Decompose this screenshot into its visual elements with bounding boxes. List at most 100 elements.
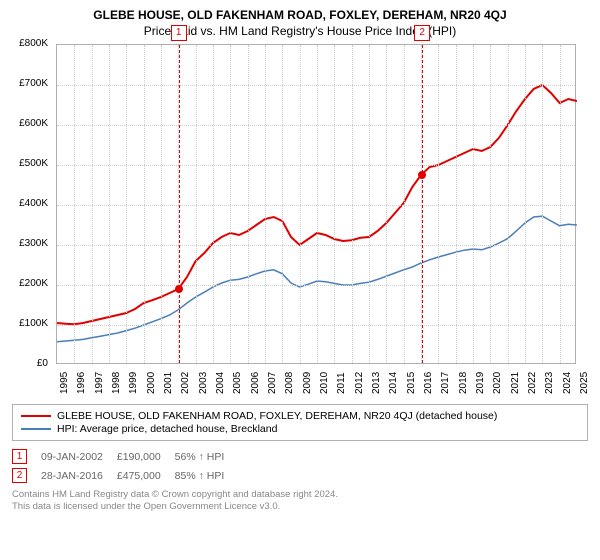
gridline-v bbox=[456, 45, 457, 363]
gridline-h bbox=[57, 165, 575, 166]
legend-swatch bbox=[21, 415, 51, 417]
gridline-v bbox=[161, 45, 162, 363]
gridline-v bbox=[213, 45, 214, 363]
x-axis-label: 2022 bbox=[527, 364, 538, 394]
x-axis-label: 2017 bbox=[440, 364, 451, 394]
x-axis-label: 2016 bbox=[423, 364, 434, 394]
legend-label: HPI: Average price, detached house, Brec… bbox=[57, 423, 277, 435]
transaction-date: 28-JAN-2016 bbox=[41, 466, 117, 485]
y-axis-label: £100K bbox=[12, 318, 48, 329]
x-axis-label: 2013 bbox=[371, 364, 382, 394]
x-axis-label: 2010 bbox=[319, 364, 330, 394]
transaction-marker: 1 bbox=[12, 449, 27, 464]
legend-swatch bbox=[21, 428, 51, 430]
x-axis-label: 2011 bbox=[336, 364, 347, 394]
gridline-v bbox=[196, 45, 197, 363]
gridline-v bbox=[560, 45, 561, 363]
y-axis-label: £0 bbox=[12, 358, 48, 369]
chart-title: GLEBE HOUSE, OLD FAKENHAM ROAD, FOXLEY, … bbox=[12, 8, 588, 22]
transaction-date: 09-JAN-2002 bbox=[41, 447, 117, 466]
chart-container: GLEBE HOUSE, OLD FAKENHAM ROAD, FOXLEY, … bbox=[0, 0, 600, 520]
footer-line-1: Contains HM Land Registry data © Crown c… bbox=[12, 489, 588, 501]
gridline-v bbox=[265, 45, 266, 363]
gridline-v bbox=[282, 45, 283, 363]
gridline-v bbox=[525, 45, 526, 363]
footer-text: Contains HM Land Registry data © Crown c… bbox=[12, 489, 588, 514]
legend: GLEBE HOUSE, OLD FAKENHAM ROAD, FOXLEY, … bbox=[12, 404, 588, 441]
transaction-marker: 2 bbox=[12, 468, 27, 483]
x-axis-label: 2012 bbox=[354, 364, 365, 394]
gridline-h bbox=[57, 285, 575, 286]
gridline-v bbox=[473, 45, 474, 363]
y-axis-label: £700K bbox=[12, 78, 48, 89]
gridline-v bbox=[386, 45, 387, 363]
transaction-pct: 56% ↑ HPI bbox=[175, 447, 239, 466]
marker-dot bbox=[418, 171, 426, 179]
legend-row: GLEBE HOUSE, OLD FAKENHAM ROAD, FOXLEY, … bbox=[21, 410, 579, 422]
gridline-h bbox=[57, 125, 575, 126]
table-row: 2 28-JAN-2016£475,00085% ↑ HPI bbox=[12, 466, 238, 485]
x-axis-label: 2006 bbox=[250, 364, 261, 394]
plot-area: 12 bbox=[56, 44, 576, 364]
gridline-h bbox=[57, 205, 575, 206]
x-axis-label: 2023 bbox=[544, 364, 555, 394]
gridline-h bbox=[57, 85, 575, 86]
gridline-h bbox=[57, 245, 575, 246]
gridline-v bbox=[508, 45, 509, 363]
gridline-v bbox=[92, 45, 93, 363]
x-axis-label: 2015 bbox=[406, 364, 417, 394]
x-axis-label: 2005 bbox=[232, 364, 243, 394]
y-axis-label: £400K bbox=[12, 198, 48, 209]
transaction-price: £190,000 bbox=[117, 447, 175, 466]
y-axis-label: £800K bbox=[12, 38, 48, 49]
gridline-v bbox=[109, 45, 110, 363]
gridline-v bbox=[334, 45, 335, 363]
x-axis-label: 1995 bbox=[59, 364, 70, 394]
x-axis-label: 2009 bbox=[302, 364, 313, 394]
x-axis-label: 2025 bbox=[579, 364, 590, 394]
marker-line bbox=[422, 45, 423, 363]
y-axis-label: £500K bbox=[12, 158, 48, 169]
x-axis-label: 1996 bbox=[76, 364, 87, 394]
gridline-v bbox=[248, 45, 249, 363]
x-axis-label: 1997 bbox=[94, 364, 105, 394]
x-axis-label: 2018 bbox=[458, 364, 469, 394]
marker-label: 1 bbox=[171, 25, 187, 41]
gridline-v bbox=[490, 45, 491, 363]
x-axis-label: 2000 bbox=[146, 364, 157, 394]
gridline-v bbox=[230, 45, 231, 363]
gridline-v bbox=[74, 45, 75, 363]
legend-label: GLEBE HOUSE, OLD FAKENHAM ROAD, FOXLEY, … bbox=[57, 410, 497, 422]
x-axis-label: 2007 bbox=[267, 364, 278, 394]
chart-area: 12 £0£100K£200K£300K£400K£500K£600K£700K… bbox=[12, 44, 588, 398]
table-row: 1 09-JAN-2002£190,00056% ↑ HPI bbox=[12, 447, 238, 466]
gridline-v bbox=[352, 45, 353, 363]
marker-label: 2 bbox=[414, 25, 430, 41]
transaction-price: £475,000 bbox=[117, 466, 175, 485]
transaction-table: 1 09-JAN-2002£190,00056% ↑ HPI 2 28-JAN-201… bbox=[12, 447, 238, 485]
legend-row: HPI: Average price, detached house, Brec… bbox=[21, 423, 579, 435]
x-axis-label: 2020 bbox=[492, 364, 503, 394]
gridline-v bbox=[126, 45, 127, 363]
gridline-v bbox=[300, 45, 301, 363]
x-axis-label: 2004 bbox=[215, 364, 226, 394]
gridline-h bbox=[57, 325, 575, 326]
x-axis-label: 2003 bbox=[198, 364, 209, 394]
y-axis-label: £200K bbox=[12, 278, 48, 289]
marker-line bbox=[179, 45, 180, 363]
footer-line-2: This data is licensed under the Open Gov… bbox=[12, 501, 588, 513]
marker-dot bbox=[175, 285, 183, 293]
chart-subtitle: Price paid vs. HM Land Registry's House … bbox=[12, 24, 588, 38]
x-axis-label: 1998 bbox=[111, 364, 122, 394]
gridline-v bbox=[438, 45, 439, 363]
gridline-v bbox=[542, 45, 543, 363]
x-axis-label: 2008 bbox=[284, 364, 295, 394]
gridline-v bbox=[369, 45, 370, 363]
transaction-pct: 85% ↑ HPI bbox=[175, 466, 239, 485]
x-axis-label: 2019 bbox=[475, 364, 486, 394]
gridline-v bbox=[404, 45, 405, 363]
gridline-v bbox=[144, 45, 145, 363]
y-axis-label: £300K bbox=[12, 238, 48, 249]
x-axis-label: 1999 bbox=[128, 364, 139, 394]
x-axis-label: 2021 bbox=[510, 364, 521, 394]
